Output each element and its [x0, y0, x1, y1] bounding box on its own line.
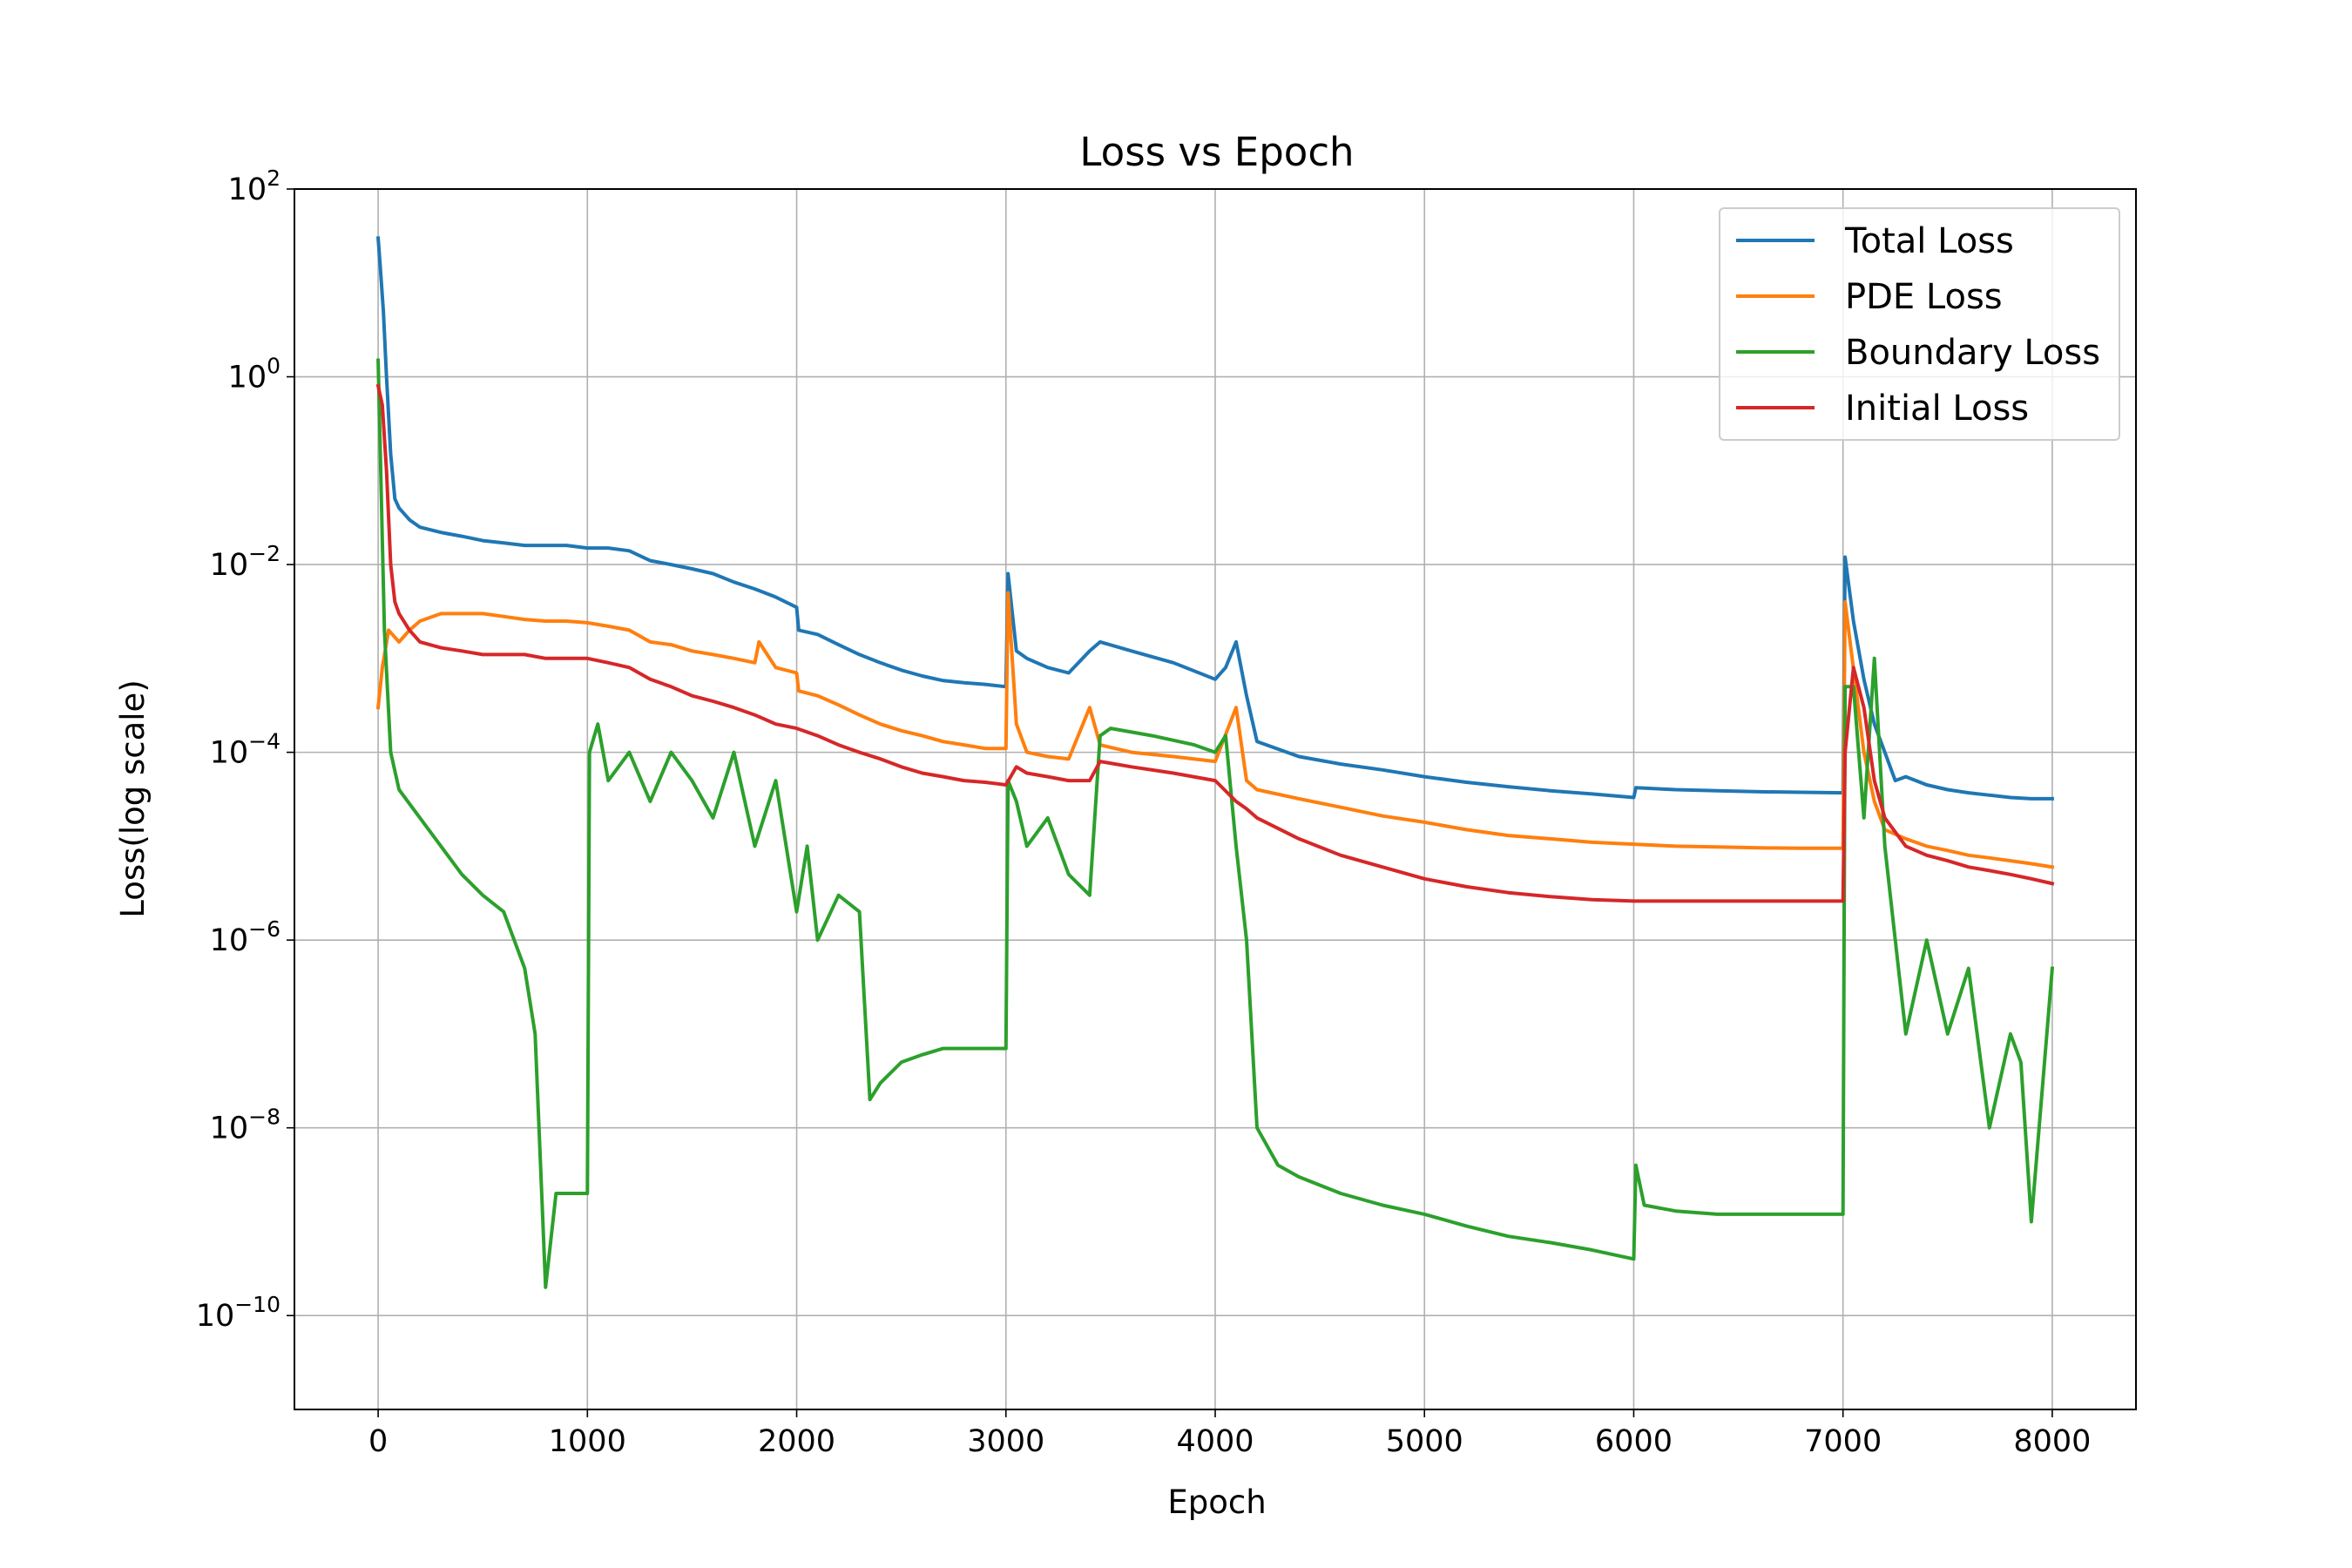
x-tick-label: 1000 [549, 1424, 626, 1459]
x-tick-label: 3000 [967, 1424, 1044, 1459]
y-tick-label: 10−6 [210, 916, 280, 958]
x-tick-label: 6000 [1595, 1424, 1673, 1459]
chart-title: Loss vs Epoch [1079, 129, 1354, 175]
y-tick-label: 10−4 [210, 729, 280, 771]
legend-label: Total Loss [1844, 221, 2014, 261]
x-tick-label: 0 [368, 1424, 388, 1459]
y-tick-label: 10−2 [210, 541, 280, 583]
series-line-initial-loss [375, 383, 2055, 903]
series-layer [375, 236, 2055, 1289]
ticks: 0 1000 2000 3000 4000 5000 6000 7000 8000 102 100 1… [196, 166, 2092, 1459]
legend-label: PDE Loss [1845, 277, 2003, 317]
legend: Total Loss PDE Loss Boundary Loss Initial L… [1719, 207, 2120, 441]
x-tick-label: 7000 [1804, 1424, 1882, 1459]
x-tick-label: 8000 [2013, 1424, 2091, 1459]
x-tick-label: 2000 [758, 1424, 835, 1459]
legend-label: Boundary Loss [1845, 333, 2100, 373]
y-tick-label: 102 [228, 166, 280, 207]
y-tick-label: 10−8 [210, 1105, 280, 1146]
legend-box [1719, 207, 2120, 441]
legend-label: Initial Loss [1845, 389, 2029, 429]
x-tick-label: 5000 [1386, 1424, 1463, 1459]
y-axis-label: Loss(log scale) [114, 679, 152, 918]
y-tick-label: 100 [228, 354, 280, 395]
y-tick-label: 10−10 [196, 1292, 280, 1334]
series-line-pde-loss [375, 591, 2055, 869]
x-tick-label: 4000 [1176, 1424, 1254, 1459]
x-axis-label: Epoch [1167, 1484, 1266, 1521]
